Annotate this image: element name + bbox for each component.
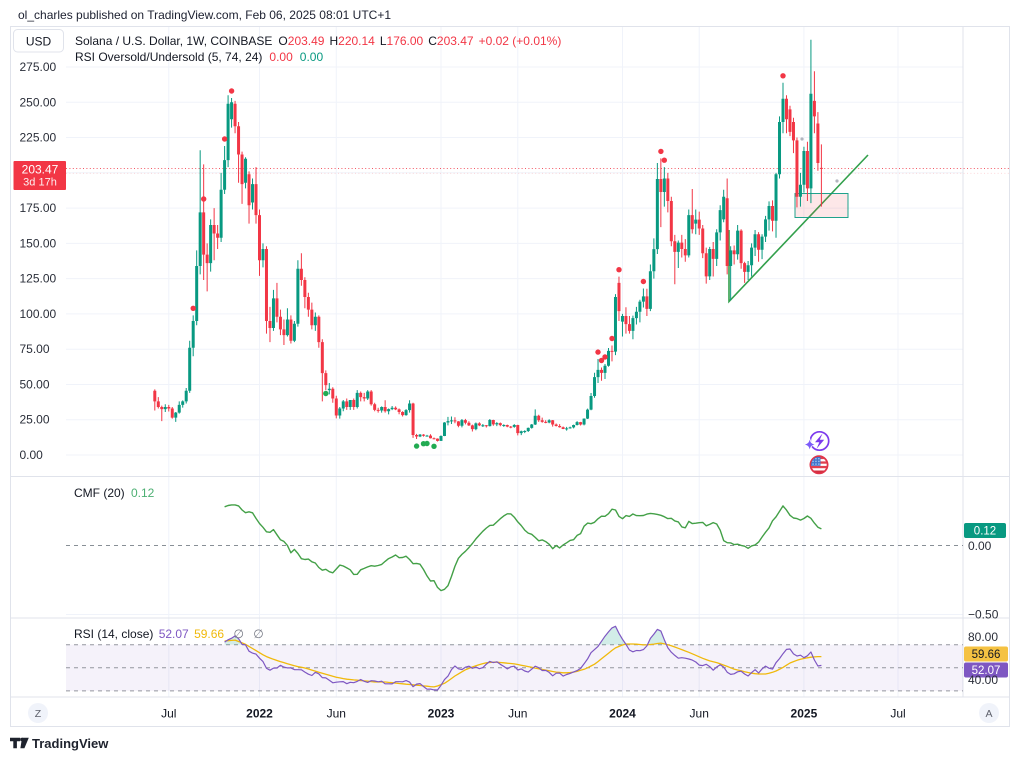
svg-text:0.12: 0.12	[974, 526, 996, 538]
svg-text:175.00: 175.00	[20, 201, 57, 215]
svg-text:TradingView: TradingView	[32, 736, 109, 751]
svg-text:100.00: 100.00	[20, 307, 57, 321]
svg-text:0.00: 0.00	[20, 448, 44, 462]
svg-text:80.00: 80.00	[968, 630, 998, 644]
svg-text:Jun: Jun	[327, 707, 346, 721]
svg-text:40.00: 40.00	[968, 673, 998, 687]
svg-text:−0.50: −0.50	[968, 608, 999, 622]
svg-text:2024: 2024	[609, 707, 636, 721]
svg-text:Jul: Jul	[890, 707, 905, 721]
svg-text:CMF (20) 0.12: CMF (20) 0.12	[74, 486, 155, 500]
svg-text:203.47: 203.47	[22, 163, 59, 177]
svg-text:50.00: 50.00	[20, 378, 50, 392]
svg-text:A: A	[985, 708, 992, 720]
svg-text:225.00: 225.00	[20, 131, 57, 145]
svg-text:RSI Oversold/Undersold (5, 74,: RSI Oversold/Undersold (5, 74, 24) 0.00 0.…	[75, 50, 323, 64]
svg-text:2023: 2023	[428, 707, 455, 721]
svg-text:25.00: 25.00	[20, 413, 50, 427]
svg-text:75.00: 75.00	[20, 342, 50, 356]
svg-text:275.00: 275.00	[20, 60, 57, 74]
svg-text:Jun: Jun	[690, 707, 709, 721]
svg-text:USD: USD	[26, 35, 52, 49]
svg-text:0.00: 0.00	[968, 539, 992, 553]
svg-text:125.00: 125.00	[20, 272, 57, 286]
svg-text:150.00: 150.00	[20, 236, 57, 250]
svg-text:52.07: 52.07	[972, 665, 1001, 677]
svg-text:Z: Z	[35, 708, 42, 720]
svg-text:Jun: Jun	[508, 707, 527, 721]
svg-text:Jul: Jul	[161, 707, 176, 721]
svg-text:ol_charles published on Tradin: ol_charles published on TradingView.com,…	[18, 8, 391, 22]
svg-text:2025: 2025	[791, 707, 818, 721]
svg-text:250.00: 250.00	[20, 95, 57, 109]
svg-text:Solana / U.S. Dollar, 1W, COIN: Solana / U.S. Dollar, 1W, COINBASE O203.4…	[75, 34, 561, 48]
svg-text:2022: 2022	[246, 707, 273, 721]
svg-text:59.66: 59.66	[972, 649, 1001, 661]
svg-text:RSI (14, close) 52.07 59.66 ∅: RSI (14, close) 52.07 59.66 ∅ ∅	[74, 627, 264, 641]
svg-text:3d 17h: 3d 17h	[23, 177, 57, 189]
